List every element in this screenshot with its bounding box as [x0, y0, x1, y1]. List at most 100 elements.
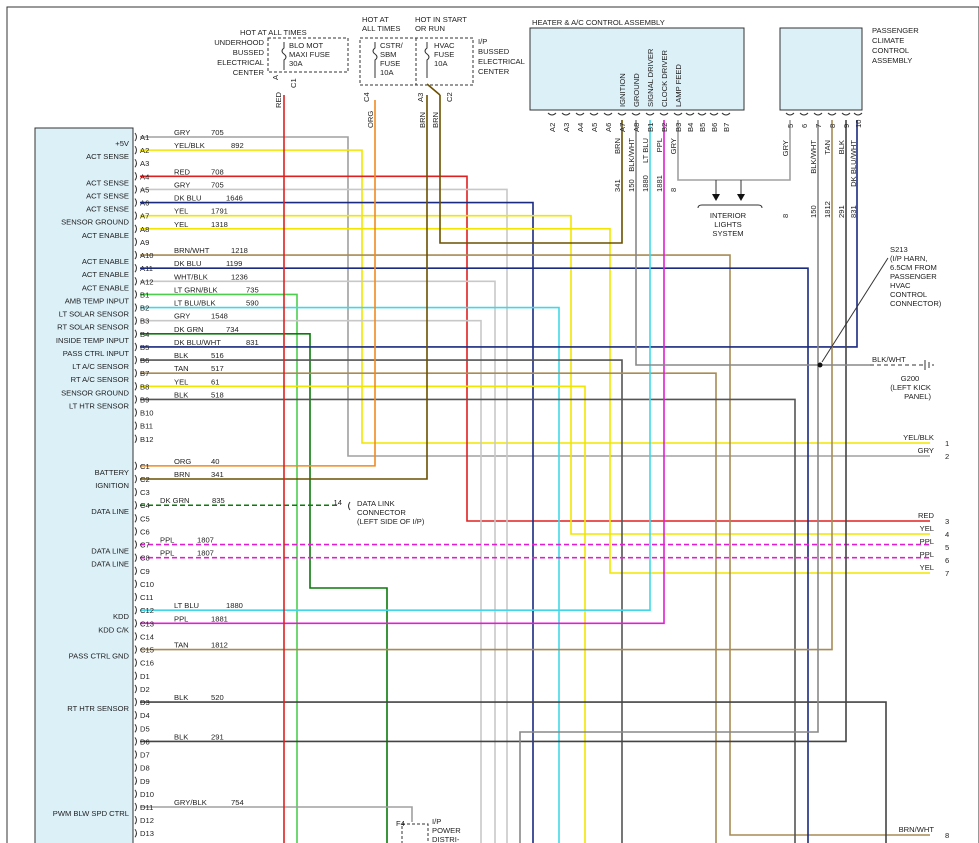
splice-note: HVAC	[890, 281, 911, 290]
pin-marker	[134, 277, 137, 286]
pin-marker	[785, 112, 795, 116]
pin-function: DATA LINE	[91, 507, 129, 516]
interior-lights: INTERIOR	[710, 211, 747, 220]
ip-power-box	[401, 823, 429, 843]
box-title: HEATER & A/C CONTROL ASSEMBLY	[532, 18, 665, 27]
wire	[439, 95, 623, 244]
pin-marker	[134, 540, 137, 549]
pin-id: A6	[140, 199, 149, 208]
circuit-number: 1236	[231, 272, 248, 281]
pin-marker	[134, 434, 137, 444]
location: CENTER	[478, 67, 510, 76]
wire-color: YEL	[174, 377, 188, 386]
pin-marker	[645, 112, 655, 116]
pin-marker	[589, 112, 599, 116]
pin-marker	[134, 237, 137, 247]
wires	[140, 95, 930, 843]
splice-note: 6.5CM FROM	[890, 263, 937, 272]
pin-id: C14	[140, 632, 154, 641]
pin-marker	[134, 828, 137, 838]
pin-marker	[134, 250, 137, 260]
circuit-number: 1812	[211, 641, 228, 650]
location: UNDERHOOD	[214, 38, 264, 47]
pin-marker	[134, 224, 137, 234]
pin-id: D2	[140, 685, 150, 694]
wire-color: RED	[174, 167, 191, 176]
circuit-number: 150	[809, 205, 818, 218]
pin-id: A12	[140, 277, 154, 286]
terminal-number: 6	[945, 556, 949, 565]
pin-marker	[134, 198, 137, 207]
pin-id: A3	[416, 93, 425, 102]
pin-function: ACT ENABLE	[82, 257, 129, 266]
circuit-number: 835	[212, 496, 225, 505]
wire-color: BRN/WHT	[174, 246, 210, 255]
wire-color: RED	[274, 91, 283, 108]
pin-function: KDD	[113, 612, 130, 621]
pin-id: D3	[140, 698, 150, 707]
fuse-symbol	[281, 42, 287, 70]
wire-color: ORG	[174, 457, 191, 466]
pin-id: C11	[140, 593, 153, 602]
wire-color: BRN	[174, 470, 190, 479]
pin-id: 7	[814, 124, 823, 128]
pin-id: 9	[842, 124, 851, 128]
pin-marker	[134, 619, 137, 628]
circuit-number: 1646	[226, 194, 243, 203]
wire-color: PPL	[160, 549, 174, 558]
pin-marker	[134, 461, 137, 471]
splice-note: CONNECTOR)	[890, 299, 942, 308]
fuse-symbol	[372, 42, 378, 78]
ip-power-label: POWER	[432, 826, 461, 835]
wire	[140, 149, 930, 444]
box-title: PASSENGER	[872, 26, 919, 35]
wire	[140, 188, 508, 843]
wire	[140, 120, 847, 743]
wire-color: RED	[918, 511, 935, 520]
pin-id: A8	[140, 225, 149, 234]
wire	[140, 359, 623, 843]
pin-id: A11	[140, 264, 153, 273]
pin-id: D6	[140, 737, 150, 746]
wire-color: DK BLU	[174, 194, 201, 203]
wire	[140, 701, 887, 843]
pin-marker	[134, 527, 137, 536]
pin-id: C10	[140, 580, 154, 589]
wire-color: BLK/WHT	[872, 355, 906, 364]
wire-color: DK GRN	[174, 325, 204, 334]
pin-marker	[134, 750, 137, 759]
fuse-label: BLO MOT	[289, 41, 324, 50]
wire-color: TAN	[174, 364, 189, 373]
pin-id: B7	[722, 123, 731, 132]
pin-marker	[134, 776, 137, 786]
pin-id: C8	[140, 554, 150, 563]
arrow-head	[737, 194, 745, 201]
wire-color: YEL	[174, 220, 188, 229]
pin-function: RT A/C SENSOR	[71, 375, 130, 384]
terminal-number: 5	[945, 543, 949, 552]
pin-marker	[561, 112, 571, 116]
circuit-number: 892	[231, 141, 244, 150]
heading: ALL TIMES	[362, 24, 400, 33]
pin-id: A9	[140, 238, 149, 247]
pin-function: GROUND	[632, 73, 641, 107]
wire-color: BLK	[174, 693, 188, 702]
pin-id: B2	[140, 304, 149, 313]
box-title: CLIMATE	[872, 36, 904, 45]
pin-function: LAMP FEED	[674, 64, 683, 107]
pin-marker	[547, 112, 557, 116]
pin-id: B2	[660, 123, 669, 132]
fuse-label: 10A	[380, 68, 394, 77]
wire	[140, 120, 651, 612]
pin-id: B7	[140, 369, 149, 378]
pin-id: C4	[362, 92, 371, 102]
pin-marker	[348, 501, 351, 511]
pin-id: A4	[576, 123, 585, 132]
pin-marker	[134, 737, 137, 746]
wire-color: BLK	[837, 140, 846, 154]
pin-id: A7	[618, 123, 627, 132]
fuse-label: SBM	[380, 50, 396, 59]
pin-id: C5	[140, 514, 150, 523]
wire	[140, 293, 298, 843]
